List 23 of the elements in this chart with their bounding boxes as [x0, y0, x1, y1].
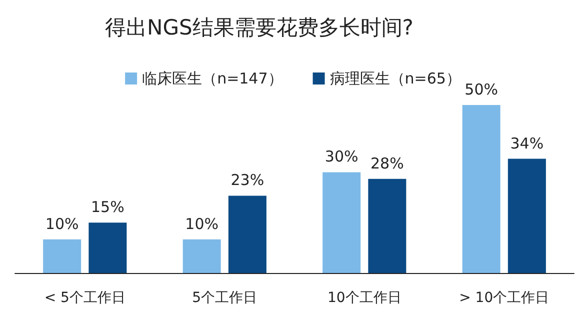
x-tick-label: < 5个工作日	[44, 290, 126, 306]
x-tick-label: 10个工作日	[327, 290, 402, 306]
data-label: 34%	[510, 134, 544, 152]
bar	[43, 239, 82, 273]
bar	[322, 172, 361, 273]
data-label: 23%	[230, 171, 264, 190]
legend-label: 临床医生（n=147）	[142, 70, 283, 88]
x-tick-label: 5个工作日	[192, 290, 258, 306]
data-label: 30%	[324, 148, 358, 166]
data-label: 28%	[370, 154, 404, 172]
x-tick-label: > 10个工作日	[459, 290, 550, 306]
data-label: 50%	[464, 80, 498, 98]
bar	[88, 222, 127, 273]
bar	[182, 239, 221, 273]
chart-title: 得出NGS结果需要花费多长时间?	[105, 16, 414, 40]
data-label: 10%	[185, 214, 218, 233]
data-label: 10%	[45, 214, 79, 233]
bar	[368, 178, 406, 273]
bar	[508, 158, 546, 273]
legend-label: 病理医生（n=65）	[330, 70, 461, 88]
bar	[228, 196, 266, 273]
data-label: 15%	[91, 198, 124, 216]
bar	[462, 105, 500, 273]
